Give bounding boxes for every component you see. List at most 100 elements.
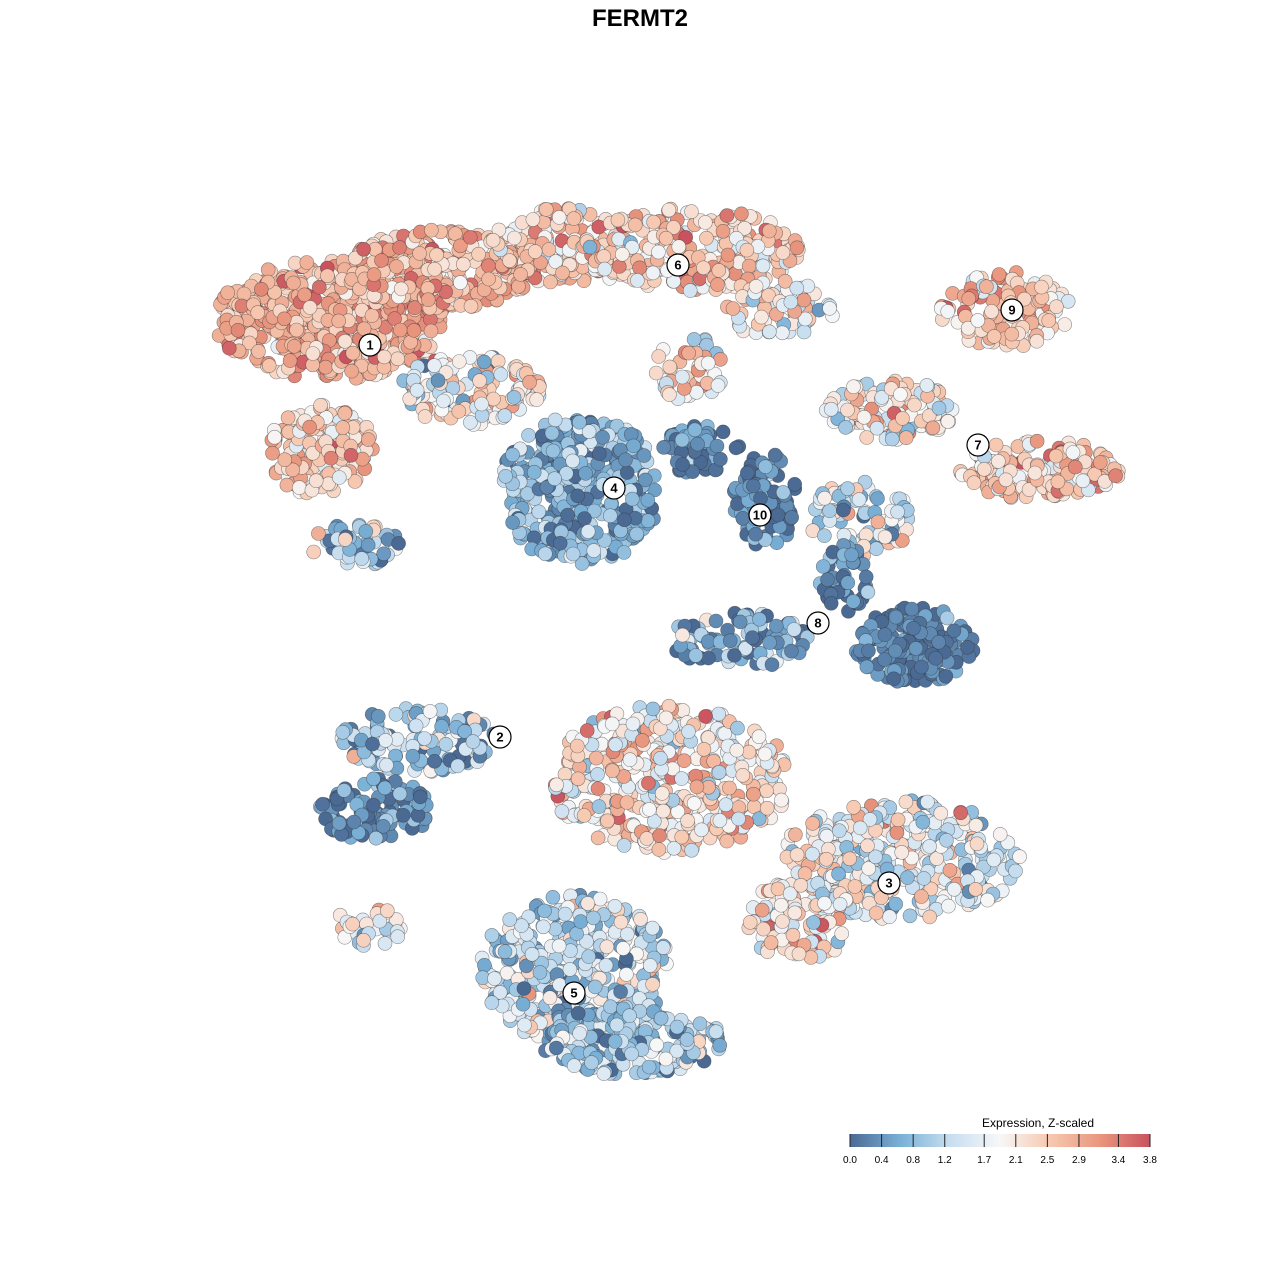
cell-point — [596, 1066, 612, 1081]
cell-point — [1057, 317, 1072, 332]
cluster-label-3: 3 — [877, 871, 901, 895]
cell-point — [674, 369, 690, 385]
cell-point — [602, 508, 618, 524]
cell-point — [625, 716, 641, 732]
cell-point — [472, 373, 487, 389]
cell-point — [869, 420, 885, 436]
cell-point — [282, 353, 298, 368]
cell-point — [547, 471, 562, 487]
cell-point — [922, 839, 937, 854]
cluster-label-text: 4 — [610, 481, 618, 496]
cell-point — [768, 618, 784, 634]
cell-point — [645, 977, 660, 992]
cell-point — [607, 1034, 623, 1049]
cell-point — [753, 491, 768, 506]
cell-point — [375, 818, 391, 834]
cell-point — [543, 274, 558, 290]
cell-point — [1048, 448, 1064, 464]
cell-point — [1065, 445, 1081, 460]
cell-point — [477, 957, 492, 973]
cell-point — [430, 373, 446, 388]
legend-tick-label: 2.5 — [1040, 1155, 1054, 1166]
cell-point — [572, 414, 587, 430]
scatter-points — [211, 201, 1126, 1081]
cell-point — [641, 775, 656, 791]
cell-point — [684, 842, 699, 858]
cell-point — [1068, 459, 1083, 475]
cluster-label-text: 7 — [974, 438, 981, 453]
cell-point — [914, 889, 929, 904]
legend-tick-label: 0.8 — [906, 1155, 920, 1166]
cell-point — [280, 410, 296, 426]
cell-point — [277, 452, 293, 468]
cell-point — [406, 323, 422, 338]
cell-point — [966, 475, 982, 491]
cell-point — [462, 230, 478, 245]
cell-point — [887, 643, 903, 659]
cell-point — [1108, 468, 1123, 484]
cell-point — [331, 470, 347, 485]
cell-point — [632, 260, 647, 276]
cell-point — [669, 1019, 685, 1035]
cell-point — [311, 526, 326, 541]
cell-point — [545, 889, 561, 905]
cell-point — [805, 816, 820, 831]
cell-point — [645, 265, 661, 281]
cell-point — [529, 392, 545, 407]
cell-point — [658, 1051, 674, 1067]
cell-point — [860, 584, 876, 600]
cell-point — [592, 891, 608, 907]
cluster-label-6: 6 — [666, 253, 690, 277]
cell-point — [588, 750, 604, 766]
cluster-label-text: 5 — [570, 986, 577, 1001]
cell-point — [624, 491, 640, 507]
cluster-label-text: 9 — [1008, 303, 1015, 318]
cell-point — [907, 397, 922, 413]
cell-point — [476, 354, 492, 370]
cell-point — [417, 409, 433, 424]
cell-point — [522, 374, 537, 390]
cell-point — [1034, 279, 1049, 295]
cell-point — [646, 214, 661, 230]
cluster-label-8: 8 — [806, 611, 830, 635]
cell-point — [614, 247, 630, 262]
cell-point — [720, 247, 736, 263]
cell-point — [674, 829, 690, 845]
cell-point — [906, 620, 921, 636]
cell-point — [527, 244, 543, 259]
cell-point — [682, 283, 698, 298]
cell-point — [847, 879, 863, 894]
cell-point — [712, 813, 728, 828]
cell-point — [641, 802, 657, 817]
cell-point — [392, 786, 408, 802]
cell-point — [343, 447, 359, 463]
cell-point — [613, 984, 628, 1000]
cell-point — [434, 719, 449, 734]
cell-point — [335, 420, 351, 435]
cell-point — [630, 273, 645, 288]
cell-point — [877, 627, 893, 643]
cell-point — [236, 286, 252, 302]
cell-point — [409, 382, 425, 398]
cell-point — [532, 965, 548, 980]
cell-point — [831, 866, 846, 882]
cluster-label-10: 10 — [748, 503, 772, 527]
cell-point — [711, 263, 727, 278]
cell-point — [370, 708, 386, 724]
cell-point — [347, 474, 363, 489]
cell-point — [939, 832, 954, 848]
cell-point — [505, 447, 520, 463]
cell-point — [318, 359, 333, 375]
cell-point — [555, 265, 570, 281]
cell-point — [822, 503, 837, 519]
cell-point — [894, 845, 910, 860]
cell-point — [331, 815, 347, 831]
cell-point — [831, 823, 847, 839]
cell-point — [688, 648, 704, 663]
cell-point — [674, 432, 690, 448]
cell-point — [970, 313, 986, 328]
cell-point — [591, 799, 607, 814]
cell-point — [547, 412, 563, 428]
cell-point — [260, 262, 276, 278]
cell-point — [590, 830, 606, 846]
